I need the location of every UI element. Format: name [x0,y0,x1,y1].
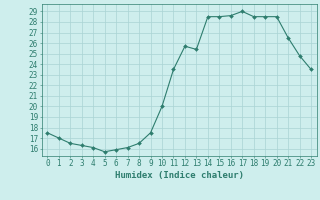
X-axis label: Humidex (Indice chaleur): Humidex (Indice chaleur) [115,171,244,180]
